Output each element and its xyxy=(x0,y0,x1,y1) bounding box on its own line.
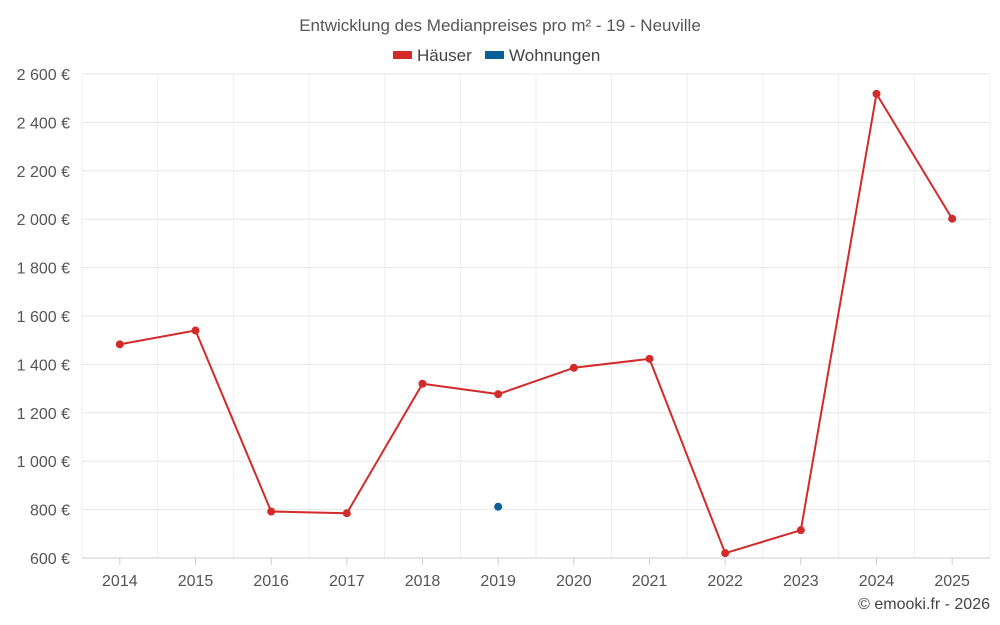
series-layer xyxy=(115,89,957,558)
y-tick-label: 1 600 € xyxy=(17,309,70,326)
x-tick-label: 2016 xyxy=(253,573,289,590)
x-tick-label: 2023 xyxy=(783,573,819,590)
legend-item-haeuser[interactable]: Häuser xyxy=(393,46,472,65)
data-point-haeuser-2020[interactable] xyxy=(569,363,578,372)
chart-title: Entwicklung des Medianpreises pro m² - 1… xyxy=(299,16,701,35)
y-tick-label: 1 000 € xyxy=(17,454,70,471)
y-tick-label: 600 € xyxy=(30,551,70,568)
x-tick-label: 2025 xyxy=(934,573,970,590)
x-axis: 2014 2015 2016 2017 2018 2019 2020 2021 2022 2023… xyxy=(82,557,990,590)
x-tick-label: 2022 xyxy=(707,573,743,590)
x-tick-label: 2015 xyxy=(178,573,214,590)
legend-swatch-wohnungen xyxy=(485,51,504,59)
data-point-haeuser-2014[interactable] xyxy=(115,340,124,349)
y-tick-label: 2 600 € xyxy=(17,67,70,84)
y-tick-label: 1 400 € xyxy=(17,357,70,374)
credit-text: © emooki.fr - 2026 xyxy=(858,596,990,613)
legend: Häuser Wohnungen xyxy=(393,46,600,65)
x-tick-label: 2014 xyxy=(102,573,138,590)
data-point-haeuser-2025[interactable] xyxy=(948,214,957,223)
data-point-haeuser-2017[interactable] xyxy=(342,509,351,518)
y-tick-label: 2 200 € xyxy=(17,164,70,181)
legend-item-wohnungen[interactable]: Wohnungen xyxy=(485,46,600,65)
y-tick-label: 1 800 € xyxy=(17,261,70,278)
data-point-haeuser-2016[interactable] xyxy=(267,507,276,516)
data-point-haeuser-2022[interactable] xyxy=(721,549,730,558)
data-point-wohnungen-2019[interactable] xyxy=(494,502,503,511)
legend-label-haeuser: Häuser xyxy=(417,46,472,65)
x-tick-label: 2018 xyxy=(405,573,441,590)
y-tick-label: 1 200 € xyxy=(17,406,70,423)
legend-label-wohnungen: Wohnungen xyxy=(509,46,600,65)
data-point-haeuser-2024[interactable] xyxy=(872,89,881,98)
y-tick-label: 800 € xyxy=(30,503,70,520)
grid xyxy=(81,73,991,559)
data-point-haeuser-2019[interactable] xyxy=(494,390,503,399)
data-point-haeuser-2023[interactable] xyxy=(796,526,805,535)
y-axis: 600 € 800 € 1 000 € 1 200 € 1 400 € 1 600 € 1 … xyxy=(17,67,70,568)
series-line-0 xyxy=(119,92,954,555)
legend-swatch-haeuser xyxy=(393,51,412,59)
data-point-haeuser-2018[interactable] xyxy=(418,379,427,388)
x-tick-label: 2021 xyxy=(632,573,668,590)
x-tick-label: 2017 xyxy=(329,573,365,590)
x-tick-label: 2024 xyxy=(859,573,895,590)
y-tick-label: 2 400 € xyxy=(17,115,70,132)
y-tick-label: 2 000 € xyxy=(17,212,70,229)
data-point-haeuser-2021[interactable] xyxy=(645,354,654,363)
x-tick-label: 2020 xyxy=(556,573,592,590)
x-tick-label: 2019 xyxy=(480,573,516,590)
data-point-haeuser-2015[interactable] xyxy=(191,326,200,335)
